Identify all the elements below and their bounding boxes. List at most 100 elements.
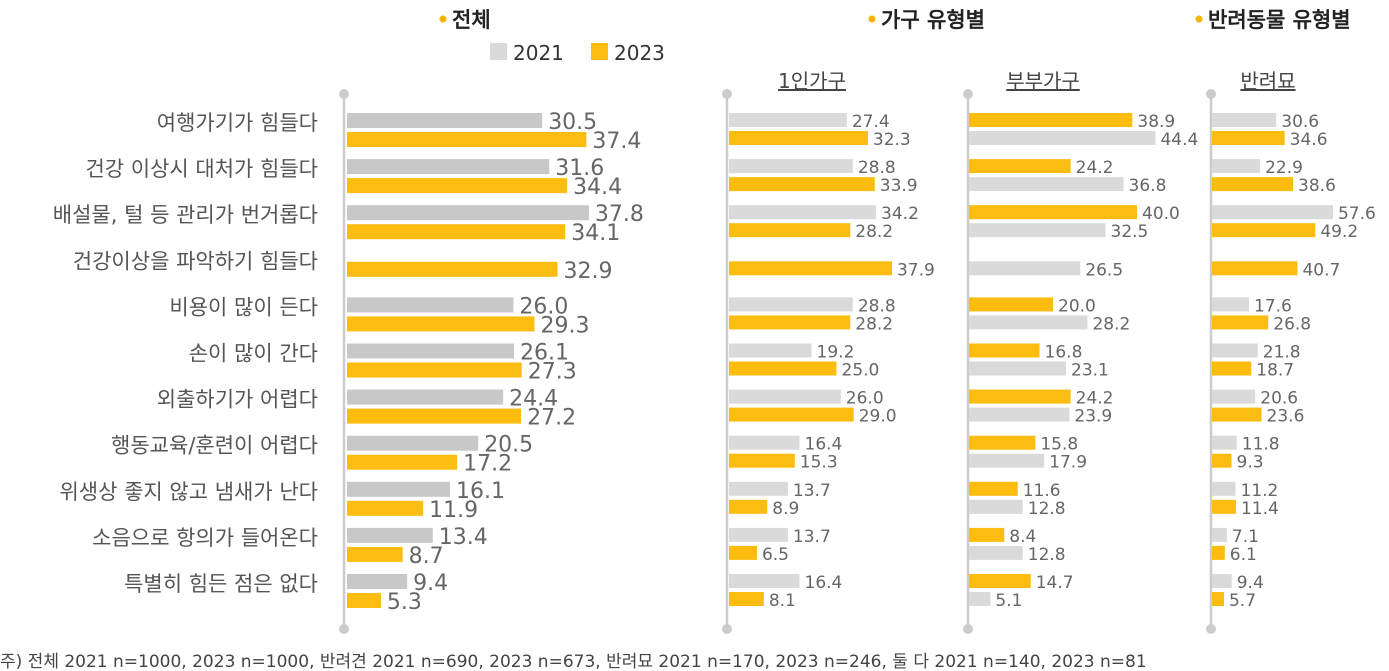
- data-label: 21.8: [1263, 343, 1301, 363]
- bar-2021: [969, 407, 1070, 422]
- data-label: 30.5: [548, 110, 597, 135]
- data-label: 8.7: [409, 544, 444, 569]
- bar-2023: [1212, 261, 1298, 276]
- bar-2021: [347, 113, 543, 128]
- bar-2021: [969, 131, 1156, 145]
- legend-swatch-2023: [591, 43, 608, 60]
- data-label: 9.3: [1237, 453, 1264, 473]
- legend-label-2021: 2021: [513, 41, 564, 65]
- data-label: 34.1: [571, 221, 620, 246]
- data-label: 23.1: [1071, 361, 1109, 381]
- data-label: 12.8: [1028, 499, 1066, 519]
- data-label: 28.2: [855, 222, 893, 242]
- bar-2021: [969, 499, 1023, 514]
- data-label: 28.8: [858, 158, 896, 178]
- legend-swatch-2021: [490, 43, 507, 60]
- category-label: 손이 많이 간다: [189, 342, 318, 366]
- bar-2023: [347, 178, 568, 194]
- axis-dot-top: [339, 89, 349, 99]
- bar-2021: [969, 315, 1088, 330]
- data-label: 37.9: [897, 260, 935, 280]
- data-label: 20.0: [1058, 296, 1096, 316]
- data-label: 27.2: [527, 406, 576, 431]
- bar-2023: [969, 574, 1031, 588]
- data-label: 24.4: [509, 387, 558, 412]
- bar-2023: [1212, 499, 1236, 514]
- bar-2021: [1212, 297, 1249, 312]
- data-label: 18.7: [1256, 361, 1294, 381]
- data-label: 29.3: [541, 313, 590, 338]
- bar-2023: [969, 159, 1071, 174]
- axis-dot-bottom: [339, 624, 349, 634]
- panel-title-cat: 반려묘: [1240, 69, 1295, 93]
- bar-2023: [347, 546, 403, 562]
- bar-2023: [969, 435, 1036, 450]
- data-label: 31.6: [555, 156, 604, 181]
- bar-2023: [1212, 592, 1224, 606]
- data-label: 20.6: [1260, 389, 1298, 409]
- bar-2023: [729, 131, 868, 145]
- data-label: 16.8: [1045, 343, 1083, 363]
- legend: 2021 2023: [490, 41, 665, 65]
- bar-2021: [729, 574, 800, 588]
- category-label: 건강 이상시 대처가 힘들다: [85, 157, 318, 181]
- data-label: 11.4: [1241, 499, 1279, 519]
- bar-2021: [347, 574, 408, 589]
- data-label: 5.3: [387, 590, 422, 615]
- bar-2023: [347, 316, 535, 332]
- bar-2023: [969, 113, 1133, 127]
- data-label: 12.8: [1028, 545, 1066, 565]
- bar-2021: [729, 527, 788, 542]
- data-label: 11.9: [429, 498, 478, 523]
- data-label: 23.9: [1074, 407, 1112, 427]
- data-label: 5.7: [1229, 591, 1256, 611]
- bar-2021: [347, 435, 479, 451]
- bar-2021: [1212, 389, 1256, 404]
- data-label: 8.9: [772, 499, 799, 519]
- bar-2021: [729, 205, 877, 220]
- section-title-pet: 반려동물 유형별: [1208, 8, 1351, 32]
- section-header-household: 가구 유형별: [868, 8, 985, 32]
- data-label: 16.4: [805, 435, 843, 455]
- data-label: 30.6: [1281, 112, 1319, 132]
- bar-2021: [1212, 343, 1258, 358]
- legend-label-2023: 2023: [614, 41, 665, 65]
- section-dot-icon: [1195, 15, 1203, 23]
- data-label: 8.1: [769, 591, 796, 611]
- bar-2023: [729, 177, 875, 192]
- bar-2021: [729, 159, 853, 174]
- data-label: 17.6: [1254, 296, 1292, 316]
- data-label: 17.2: [463, 452, 512, 477]
- bar-2021: [1212, 574, 1232, 588]
- bar-2023: [1212, 407, 1262, 422]
- category-label: 비용이 많이 든다: [169, 295, 318, 319]
- data-label: 26.1: [520, 341, 569, 366]
- panel-title-couple: 부부가구: [1006, 69, 1080, 93]
- category-label: 소음으로 항의가 들어온다: [92, 526, 318, 550]
- data-label: 15.8: [1040, 435, 1078, 455]
- data-label: 28.2: [1092, 314, 1130, 334]
- data-label: 34.4: [573, 175, 622, 200]
- bar-2021: [729, 481, 788, 496]
- footnote: 주) 전체 2021 n=1000, 2023 n=1000, 반려견 2021…: [0, 652, 1147, 671]
- axis-dot-top: [722, 89, 732, 99]
- bar-2021: [729, 113, 847, 127]
- data-label: 22.9: [1265, 158, 1303, 178]
- category-label: 특별히 힘든 점은 없다: [124, 572, 318, 596]
- data-label: 27.3: [528, 360, 577, 385]
- bar-2021: [1212, 481, 1236, 496]
- bar-2021: [969, 545, 1023, 560]
- bar-2023: [1212, 315, 1269, 330]
- bar-2023: [347, 500, 424, 516]
- data-label: 16.1: [456, 479, 505, 504]
- data-label: 32.9: [564, 259, 613, 284]
- bar-2021: [347, 159, 550, 175]
- bar-2023: [347, 261, 558, 277]
- bar-2023: [969, 205, 1137, 220]
- bar-2021: [1212, 205, 1333, 220]
- data-label: 24.2: [1076, 158, 1114, 178]
- data-label: 40.7: [1302, 260, 1340, 280]
- bar-2021: [1212, 159, 1261, 174]
- bar-2023: [729, 499, 768, 514]
